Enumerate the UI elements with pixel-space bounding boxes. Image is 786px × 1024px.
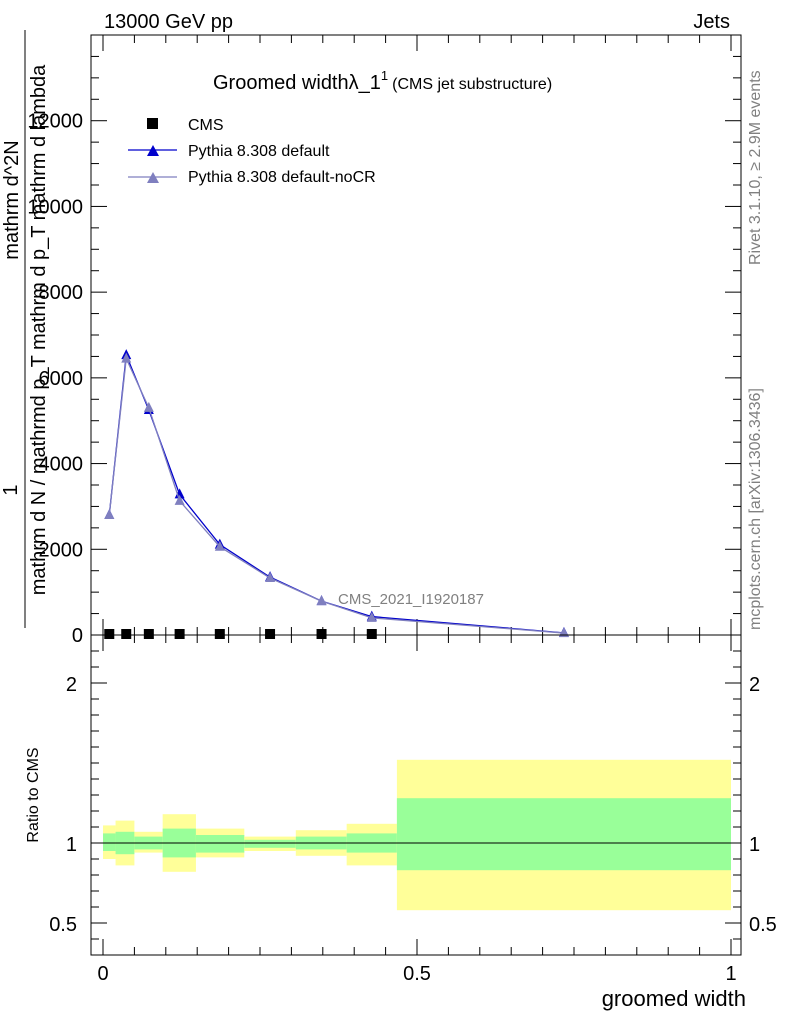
series-line-2 <box>108 356 565 634</box>
main-y-axis: 0 2000 4000 6000 8000 10000 12000 <box>27 55 741 647</box>
cms-data-point <box>214 629 225 639</box>
mcplots-label: mcplots.cern.ch [arXiv:1306.3436] <box>747 388 764 630</box>
main-ytick-label: 0 <box>72 625 83 647</box>
x-axis-label: groomed width <box>602 986 746 1011</box>
main-ytick-label: 12000 <box>27 111 83 133</box>
ratio-y-axis: 0.5 0.5 1 1 2 2 <box>49 650 777 940</box>
main-ytick-label: 6000 <box>39 368 84 390</box>
main-series <box>104 349 569 639</box>
cms-data-point <box>104 629 115 639</box>
chart-title: Groomed widthλ_11 (CMS jet substructure) <box>213 68 552 94</box>
legend-default-label: Pythia 8.308 default <box>188 143 330 160</box>
series-point-2 <box>265 572 276 582</box>
cms-data-point <box>265 629 276 639</box>
main-ytick-label: 4000 <box>39 454 84 476</box>
y-label-denominator: mathrm d N / mathrmd p_T mathrm d p_T ma… <box>28 64 50 595</box>
legend-default-marker <box>147 145 159 156</box>
main-x-ticks <box>102 35 732 635</box>
ratio-band-green <box>103 833 116 851</box>
chart-title-main: Groomed widthλ_1 <box>213 72 381 94</box>
legend-nocr-label: Pythia 8.308 default-noCR <box>188 169 376 186</box>
ratio-panel: 0.5 0.51 12 2 0 0.5 1 Ratio to CMS groomed wi… <box>25 634 777 1011</box>
header-left: 13000 GeV pp <box>104 11 233 33</box>
ratio-x-axis: 0 0.5 1 <box>97 635 737 985</box>
legend-nocr-marker <box>147 172 159 183</box>
ratio-ytick-label-right: 0.5 <box>749 914 777 936</box>
series-point-2 <box>143 401 154 412</box>
ratio-bands <box>103 759 731 911</box>
series-point-2 <box>214 540 225 551</box>
series-point-2 <box>104 509 115 519</box>
chart-subtitle: (CMS jet substructure) <box>392 76 552 93</box>
rivet-label: Rivet 3.1.10, ≥ 2.9M events <box>747 70 764 265</box>
chart-title-sup: 1 <box>381 68 388 83</box>
series-point-2 <box>121 352 132 363</box>
x-tick-label: 1 <box>725 963 736 985</box>
ratio-ytick-label-right: 1 <box>749 834 760 856</box>
ratio-band-green <box>244 839 296 848</box>
series-point-1 <box>174 488 185 499</box>
x-tick-label: 0 <box>97 963 108 985</box>
ratio-ytick-label: 1 <box>66 834 77 856</box>
series-point-2 <box>366 611 377 622</box>
legend-cms-marker <box>147 118 158 129</box>
main-ytick-label: 10000 <box>27 196 83 218</box>
cms-data-point <box>316 629 327 639</box>
cms-data-point <box>121 629 132 639</box>
ratio-band-green <box>195 835 245 853</box>
ratio-y-label: Ratio to CMS <box>25 747 42 842</box>
ratio-band-green <box>396 798 731 871</box>
header-right: Jets <box>693 11 730 33</box>
main-panel: 0 2000 4000 6000 8000 10000 12000 1 mathrm d N… <box>0 30 742 647</box>
analysis-watermark: CMS_2021_I1920187 <box>338 591 484 608</box>
series-point-2 <box>174 494 185 505</box>
cms-data-point <box>174 629 185 639</box>
legend: CMS Pythia 8.308 default Pythia 8.308 de… <box>128 117 376 186</box>
ratio-ytick-label-right: 2 <box>749 674 760 696</box>
ratio-ytick-label: 0.5 <box>49 914 77 936</box>
ratio-ytick-label: 2 <box>66 674 77 696</box>
cms-data-point <box>366 629 377 639</box>
series-point-2 <box>316 595 327 606</box>
y-label-numerator: 1 <box>0 484 22 495</box>
main-ytick-label: 2000 <box>39 539 84 561</box>
cms-data-point <box>143 629 154 639</box>
x-tick-label: 0.5 <box>403 963 431 985</box>
y-label-overlay: mathrm d^2N <box>1 140 23 259</box>
legend-cms-label: CMS <box>188 117 224 134</box>
main-ytick-label: 8000 <box>39 282 84 304</box>
